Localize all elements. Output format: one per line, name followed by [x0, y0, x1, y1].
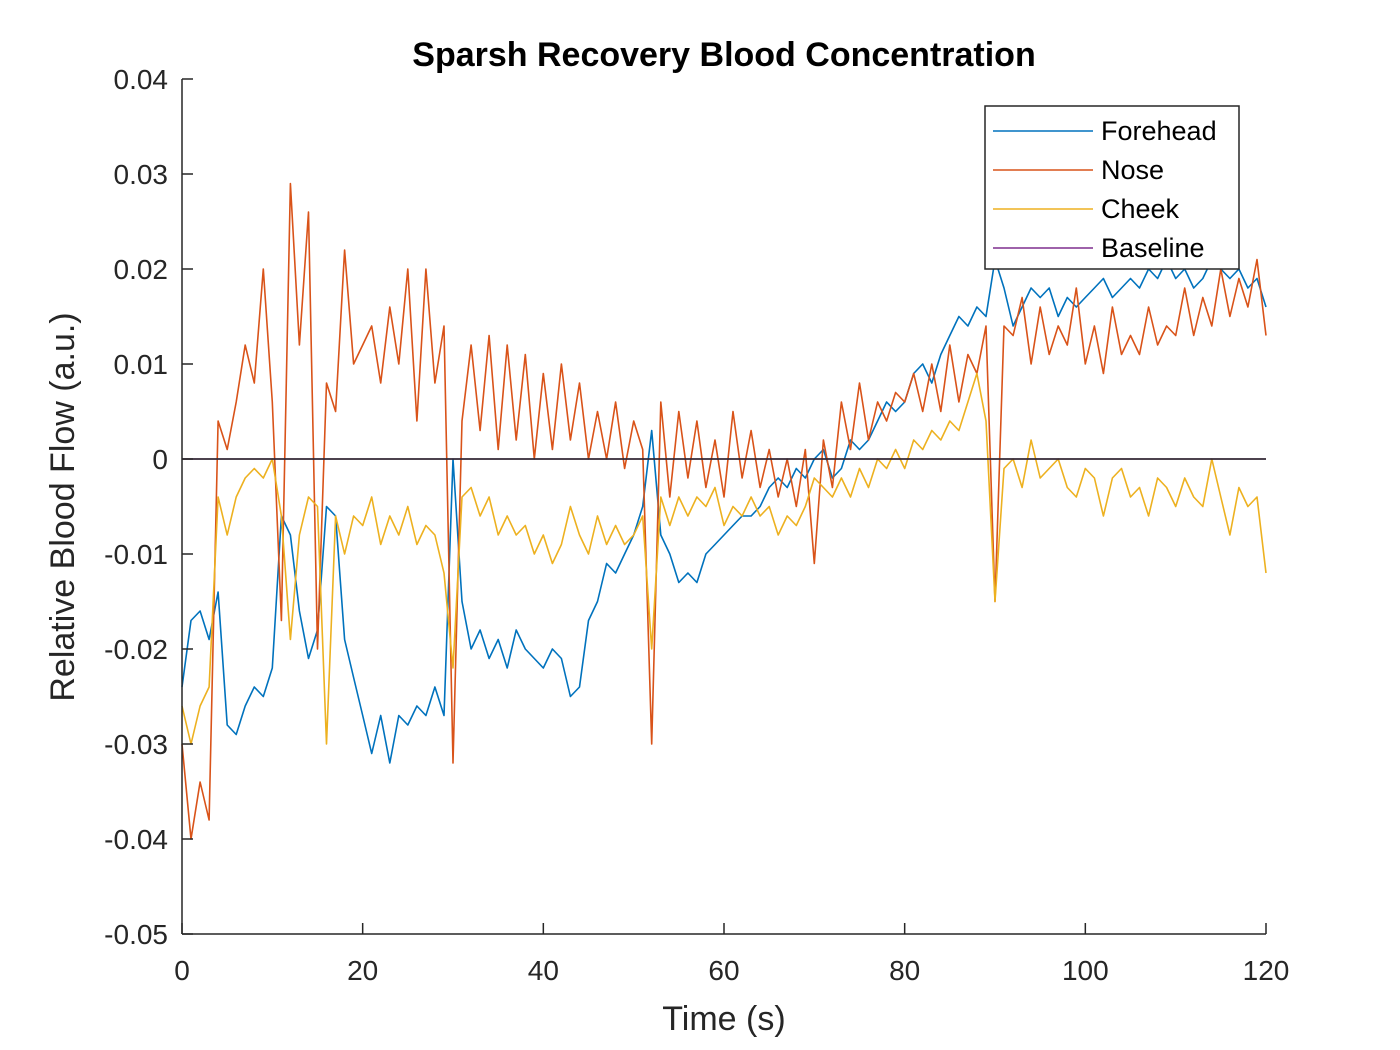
series-line-forehead	[181, 258, 1267, 764]
chart-title: Sparsh Recovery Blood Concentration	[412, 36, 1035, 74]
legend-label-forehead: Forehead	[1101, 116, 1217, 146]
y-tick-label: 0.02	[114, 254, 169, 285]
series-line-nose	[181, 182, 1267, 840]
legend-label-baseline: Baseline	[1101, 233, 1205, 263]
x-tick-label: 60	[708, 955, 739, 986]
x-tick-label: 100	[1062, 955, 1109, 986]
legend-box	[984, 105, 1240, 270]
y-tick-label: -0.03	[104, 729, 168, 760]
series-line-cheek	[181, 372, 1267, 745]
x-tick-label: 80	[889, 955, 920, 986]
x-axis-ticks: 0 20 40 60 80 100 120	[174, 923, 1289, 986]
y-tick-label: -0.05	[104, 919, 168, 950]
y-tick-label: -0.01	[104, 539, 168, 570]
x-tick-label: 0	[174, 955, 190, 986]
legend[interactable]: Forehead Nose Cheek Baseline	[984, 105, 1240, 270]
y-tick-label: -0.02	[104, 634, 168, 665]
y-axis-label: Relative Blood Flow (a.u.)	[44, 312, 82, 701]
y-tick-label: 0	[152, 444, 168, 475]
legend-label-nose: Nose	[1101, 155, 1164, 185]
y-axis-ticks: 0.04 0.03 0.02 0.01 0 -0.01 -0.02 -0.03 -0.04 -0.…	[104, 64, 193, 950]
y-tick-label: 0.03	[114, 159, 169, 190]
x-tick-label: 120	[1243, 955, 1290, 986]
y-tick-label: -0.04	[104, 824, 168, 855]
y-tick-label: 0.01	[114, 349, 169, 380]
x-tick-label: 40	[528, 955, 559, 986]
x-tick-label: 20	[347, 955, 378, 986]
y-tick-label: 0.04	[114, 64, 169, 95]
x-axis-label: Time (s)	[662, 1000, 785, 1038]
legend-label-cheek: Cheek	[1101, 194, 1180, 224]
